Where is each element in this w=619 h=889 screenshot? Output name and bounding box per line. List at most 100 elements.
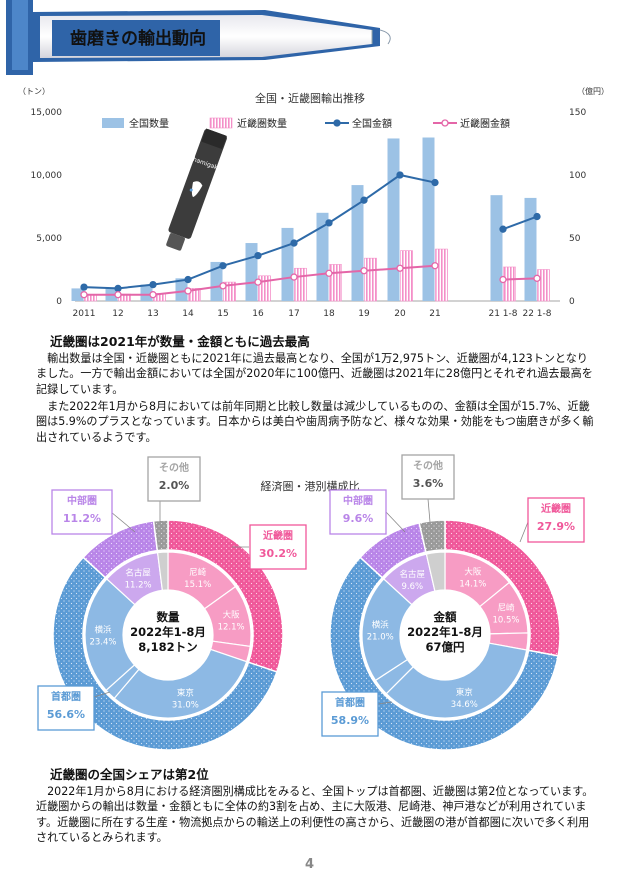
- tube-cap-icon: [166, 233, 185, 251]
- national-value-line: [83, 173, 436, 290]
- callout-pct: 30.2%: [259, 547, 297, 560]
- inner-slice: [84, 578, 136, 692]
- section2-heading: 近畿圏の全国シェアは第2位: [50, 767, 209, 782]
- header-tube-banner: 歯磨きの輸出動向: [6, 0, 391, 75]
- national-value-point: [149, 280, 157, 289]
- legend-swatch: [441, 119, 449, 127]
- national-value-point: [254, 251, 262, 260]
- section1-paragraph-1: 輸出数量は全国・近畿圏ともに2021年に過去最高となり、全国が1万2,975トン…: [36, 352, 593, 396]
- kinki-value-point: [290, 273, 298, 281]
- inner-port-name: 東京: [177, 688, 194, 699]
- center-label-3: 8,182トン: [138, 640, 197, 654]
- kinki-value-point: [360, 267, 368, 275]
- bar-national-qty: [175, 278, 188, 301]
- inner-port-name: 横浜: [372, 620, 390, 631]
- inner-port-pct: 9.6%: [401, 582, 423, 592]
- national-value-point: [396, 171, 404, 179]
- callout-name: 首都圏: [335, 696, 365, 709]
- export-trend-chart: 全国・近畿圏輸出推移（トン） （億円）15,00010,0005,00001501…: [18, 86, 609, 319]
- callout-name: 中部圏: [343, 494, 373, 507]
- national-value-point: [533, 212, 541, 221]
- callout-pct: 56.6%: [47, 708, 85, 721]
- inner-slice: [113, 648, 248, 719]
- page-title: 歯磨きの輸出動向: [70, 28, 206, 49]
- right-tick-label: 150: [569, 108, 586, 118]
- callout-leader: [110, 511, 136, 533]
- kinki-value-point: [219, 282, 227, 290]
- national-value-point: [290, 239, 298, 247]
- inner-port-pct: 34.6%: [451, 700, 478, 710]
- callout-name: 近畿圏: [263, 529, 293, 542]
- kinki-value-point: [184, 287, 192, 295]
- inner-port-name: 大阪: [223, 609, 241, 620]
- bar-national-qty: [524, 197, 537, 301]
- inner-port-name: 大阪: [464, 566, 482, 577]
- inner-port-pct: 15.1%: [184, 580, 211, 590]
- inner-port-pct: 23.4%: [89, 638, 116, 648]
- callout-pct: 11.2%: [63, 512, 101, 525]
- callout-pct: 9.6%: [343, 512, 374, 525]
- bar-national-qty: [140, 284, 153, 301]
- bar-national-qty: [281, 227, 294, 301]
- section2-paragraph-1: 2022年1月から8月における経済圏別構成比をみると、全国トップは首都圏、近畿圏…: [36, 785, 594, 845]
- bar-national-qty: [387, 138, 400, 301]
- callout-name: 中部圏: [67, 494, 97, 507]
- right-tick-label: 0: [569, 297, 575, 307]
- inner-slice: [425, 551, 446, 592]
- center-label-1: 金額: [433, 610, 457, 624]
- inner-port-pct: 31.0%: [172, 701, 199, 711]
- callout-pct: 3.6%: [413, 477, 444, 490]
- inner-port-name: 尼崎: [497, 602, 515, 613]
- center-label-3: 67億円: [425, 640, 464, 654]
- kinki-value-point: [254, 278, 262, 286]
- x-tick-label: 2011: [73, 309, 96, 319]
- x-tick-label: 13: [147, 309, 158, 319]
- x-tick-label: 21: [429, 309, 440, 319]
- x-tick-label: 19: [358, 309, 370, 319]
- left-tick-label: 5,000: [36, 234, 62, 244]
- kinki-value-point: [499, 275, 507, 284]
- national-value-point: [360, 196, 368, 204]
- inner-port-name: 横浜: [94, 625, 112, 636]
- national-value-point: [219, 262, 227, 270]
- legend-swatch: [102, 118, 124, 128]
- center-label-1: 数量: [157, 610, 180, 624]
- kinki-value-point: [114, 291, 122, 299]
- legend-label: 全国数量: [129, 117, 169, 130]
- callout-leader: [519, 521, 529, 543]
- callout-pct: 58.9%: [331, 714, 369, 727]
- bar-national-qty: [316, 212, 329, 301]
- callout-box-chubu: [329, 489, 387, 535]
- donut-left: 尼崎 15.1% 大阪 12.1% 東京 31.0% 横浜 23.4% 名古屋 11.2% 数量20…: [52, 519, 284, 751]
- inner-port-pct: 12.1%: [218, 622, 245, 632]
- center-label-2: 2022年1-8月: [130, 625, 206, 639]
- bar-kinki-qty: [329, 264, 342, 302]
- x-tick-label: 20: [394, 309, 406, 319]
- legend-label: 近畿圏数量: [237, 117, 287, 130]
- bar-kinki-qty: [503, 266, 516, 302]
- callout-box-chubu: [51, 489, 113, 535]
- bar-kinki-qty: [537, 269, 550, 302]
- inner-port-name: 尼崎: [189, 567, 207, 578]
- bar-national-qty: [245, 243, 258, 301]
- donut-hole: [124, 591, 212, 679]
- bar-kinki-qty: [435, 248, 448, 302]
- right-tick-label: 50: [569, 234, 581, 244]
- kinki-value-point: [80, 291, 88, 299]
- inner-slice: [156, 551, 169, 592]
- x-tick-label: 21 1-8: [488, 309, 517, 319]
- kinki-value-point: [149, 291, 157, 299]
- outer-slice-other: [152, 519, 169, 552]
- section1-paragraph-2: また2022年1月から8月においては前年同期と比較し数量は減少しているものの、金…: [36, 400, 594, 444]
- callout-name: 首都圏: [51, 690, 81, 703]
- inner-port-pct: 14.1%: [459, 579, 486, 589]
- callout-box-other: [401, 454, 455, 500]
- national-value-point: [184, 275, 192, 284]
- left-tick-label: 0: [56, 297, 62, 307]
- x-tick-label: 12: [112, 309, 123, 319]
- bar-kinki-qty: [400, 250, 413, 302]
- callout-box-kinki: [249, 524, 307, 570]
- right-tick-label: 100: [569, 171, 586, 181]
- callout-box-other: [147, 456, 201, 502]
- legend-label: 全国金額: [352, 117, 392, 130]
